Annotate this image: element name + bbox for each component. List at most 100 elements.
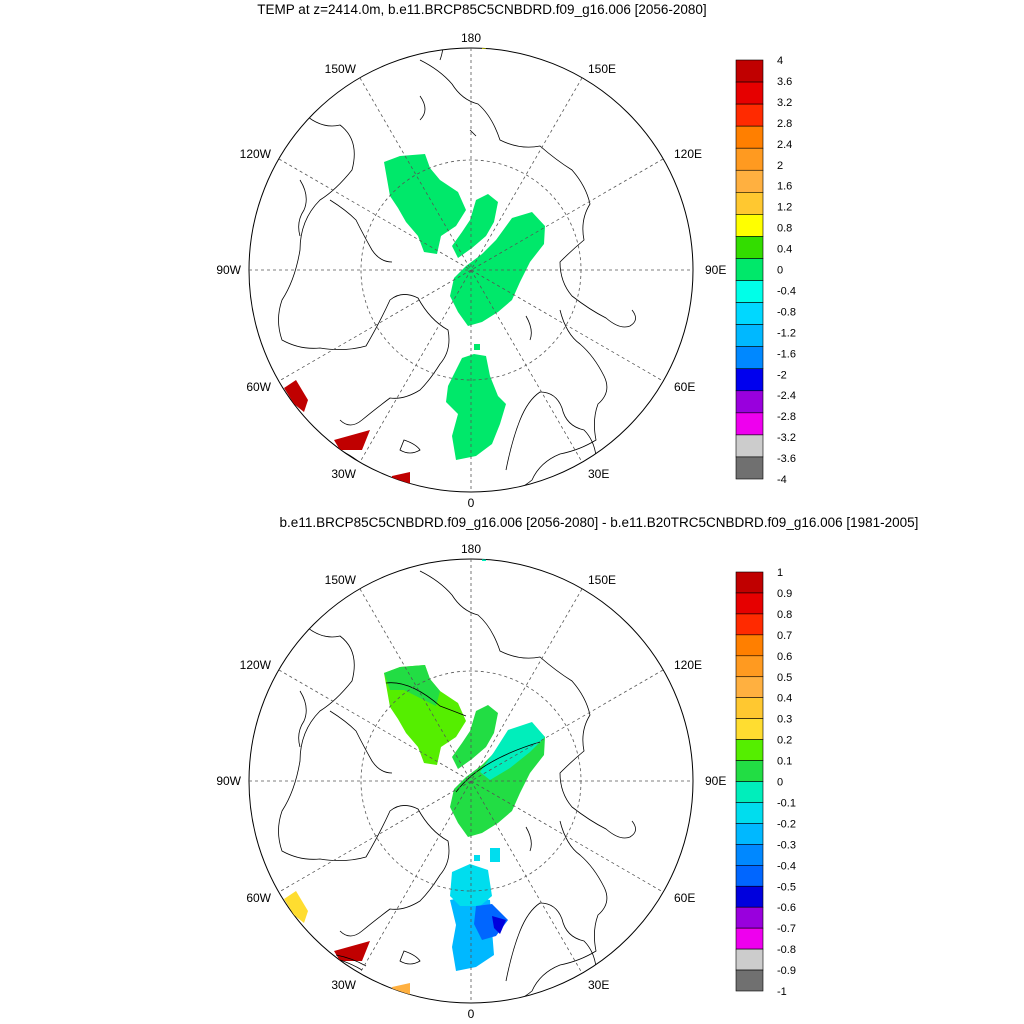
panel2-colorbar-tick-label: -0.7 (777, 923, 796, 935)
panel1-colorbar-tick-label: -0.8 (777, 306, 796, 318)
panel1-lon-label-150w: 150W (325, 62, 357, 76)
panel2-colorbar-swatch (735, 969, 764, 992)
panel2-colorbar-tick-label: -0.2 (777, 818, 796, 830)
panel2-colorbar-tick-label: -0.4 (777, 860, 796, 872)
panel2-colorbar-tick-label: 0 (777, 777, 783, 789)
panel1-colorbar-tick-label: 2.4 (777, 139, 792, 151)
panel1-colorbar-swatch (735, 412, 764, 436)
panel2-colorbar-swatch (735, 864, 764, 887)
panel1-colorbar-tick-label: 3.6 (777, 76, 792, 88)
panel2-colorbar-tick-label: 0.7 (777, 630, 792, 642)
panel2-colorbar-tick-label: -0.3 (777, 839, 796, 851)
panel1-colorbar-tick-label: 0.4 (777, 244, 792, 256)
panel2-colorbar-tick-label: 0.9 (777, 588, 792, 600)
panel1-colorbar-tick-label: -2.4 (777, 390, 796, 402)
panel2-colorbar-swatch (735, 927, 764, 950)
panel2-lon-label-90e: 90E (705, 774, 726, 788)
panel2-lon-label-120e: 120E (674, 658, 702, 672)
panel2-coastlines (278, 570, 636, 1003)
panel1-lon-label-120w: 120W (240, 147, 272, 161)
panel2-colorbar-swatch (735, 906, 764, 929)
panel1-lon-label-180: 180 (461, 31, 481, 45)
panel2-colorbar-swatch (735, 697, 764, 719)
panel1-colorbar-swatch (735, 236, 764, 259)
panel1-colorbar-swatch (735, 169, 764, 193)
panel2-title: b.e11.BRCP85C5CNBDRD.f09_g16.006 [2056-2… (279, 515, 919, 530)
panel1-colorbar-swatch (735, 456, 764, 480)
panel2-colorbar-swatch (735, 781, 764, 803)
panel2-lon-label-150w: 150W (325, 573, 357, 587)
panel2-colorbar-tick-label: 0.1 (777, 756, 792, 768)
panel2-cyan-speck-top (482, 559, 486, 561)
panel2-colorbar-swatch (735, 655, 764, 678)
panel1-red-patch-2 (334, 430, 370, 450)
panel2-lon-label-120w: 120W (240, 658, 272, 672)
panel2-graticule (249, 559, 693, 1003)
panel1-lon-label-90e: 90E (705, 263, 726, 277)
panel2-colorbar-swatch (735, 676, 764, 699)
panel2-anomaly-region-1-top (384, 665, 440, 706)
panel2-lon-label-90w: 90W (216, 774, 241, 788)
panel1-colorbar-tick-label: -1.2 (777, 327, 796, 339)
panel2-polar-map: 180 0 90W 90E 150W 120W 150E 120E 60W 30… (216, 542, 726, 1021)
panel1-title: TEMP at z=2414.0m, b.e11.BRCP85C5CNBDRD.… (257, 2, 707, 17)
panel1-lon-label-30e: 30E (588, 467, 609, 481)
panel1-colorbar-tick-label: 4 (777, 55, 783, 67)
panel2-colorbar-swatch (735, 760, 764, 782)
panel2-cyan-speck-1 (474, 855, 480, 861)
panel1-graticule (249, 48, 693, 492)
panel1-colorbar-swatch (735, 390, 764, 414)
panel1-colorbar-swatch (735, 302, 764, 325)
panel2-colorbar-tick-label: 1 (777, 567, 783, 579)
panel1-colorbar-swatch (735, 103, 764, 127)
panel1-colorbar-swatch (735, 192, 764, 215)
panel1-colorbar-tick-label: -3.6 (777, 453, 796, 465)
panel2-colorbar-tick-label: 0.3 (777, 714, 792, 726)
panel2-colorbar-swatch (735, 823, 764, 845)
panel1-colorbar-swatch (735, 346, 764, 370)
panel2-anomaly-region-3-ne (480, 722, 545, 780)
panel1-colorbar-tick-label: -1.6 (777, 348, 796, 360)
panel1-red-patch-1 (284, 380, 308, 412)
panel2-colorbar-swatch (735, 948, 764, 971)
panel1-colorbar-swatch (735, 81, 764, 105)
panel1-colorbar-tick-label: 0 (777, 265, 783, 277)
panel1-colorbar-swatch (735, 368, 764, 392)
panel2-colorbar-swatch (735, 634, 764, 657)
panel1-colorbar-tick-label: -0.4 (777, 285, 796, 297)
panel2-colorbar-swatch (735, 613, 764, 636)
panel2-lon-label-30w: 30W (331, 978, 356, 992)
panel2-lon-label-60e: 60E (674, 891, 695, 905)
panel1-colorbar-tick-label: 2 (777, 160, 783, 172)
panel1-colorbar-tick-label: -2.8 (777, 411, 796, 423)
panel2-colorbar-tick-label: 0.4 (777, 693, 792, 705)
panel1-colorbar-tick-label: -2 (777, 369, 787, 381)
panel2-lon-label-0: 0 (468, 1007, 475, 1021)
panel1-colorbar-tick-label: 1.2 (777, 202, 792, 214)
panel1-colorbar-tick-label: 3.2 (777, 97, 792, 109)
panel2-colorbar-tick-label: -0.6 (777, 902, 796, 914)
panel2-colorbar-tick-label: 0.2 (777, 735, 792, 747)
panel1-lon-label-60e: 60E (674, 380, 695, 394)
panel2-red-patch (334, 941, 370, 961)
panel1-colorbar-swatch (735, 125, 764, 149)
panel1-colorbar-tick-label: 1.6 (777, 181, 792, 193)
panel1-colorbar-swatch (735, 59, 764, 83)
panel1-yellow-speck (482, 48, 486, 49)
panel2-colorbar-tick-label: -0.1 (777, 797, 796, 809)
panel2-lon-label-150e: 150E (588, 573, 616, 587)
panel2-colorbar-tick-label: -0.5 (777, 881, 796, 893)
panel2-colorbar: 1 0.9 0.8 0.7 0.6 0.5 0.4 0.3 0.2 0.1 0 -0.1 -0.2 -0.… (735, 567, 796, 998)
panel1-colorbar-swatch (735, 258, 764, 281)
panel1-anomaly-speck (474, 344, 480, 350)
panel1-colorbar-swatch (735, 324, 764, 347)
panel2-cyan-speck-2 (490, 848, 500, 862)
panel1-lon-label-0: 0 (468, 496, 475, 510)
panel2-colorbar-swatch (735, 592, 764, 615)
panel2-yellow-patch (284, 891, 308, 923)
panel2-colorbar-tick-label: -1 (777, 986, 787, 998)
panel2-anomaly-region-2 (452, 705, 498, 769)
panel2-colorbar-swatch (735, 718, 764, 740)
panel2-colorbar-swatch (735, 739, 764, 761)
